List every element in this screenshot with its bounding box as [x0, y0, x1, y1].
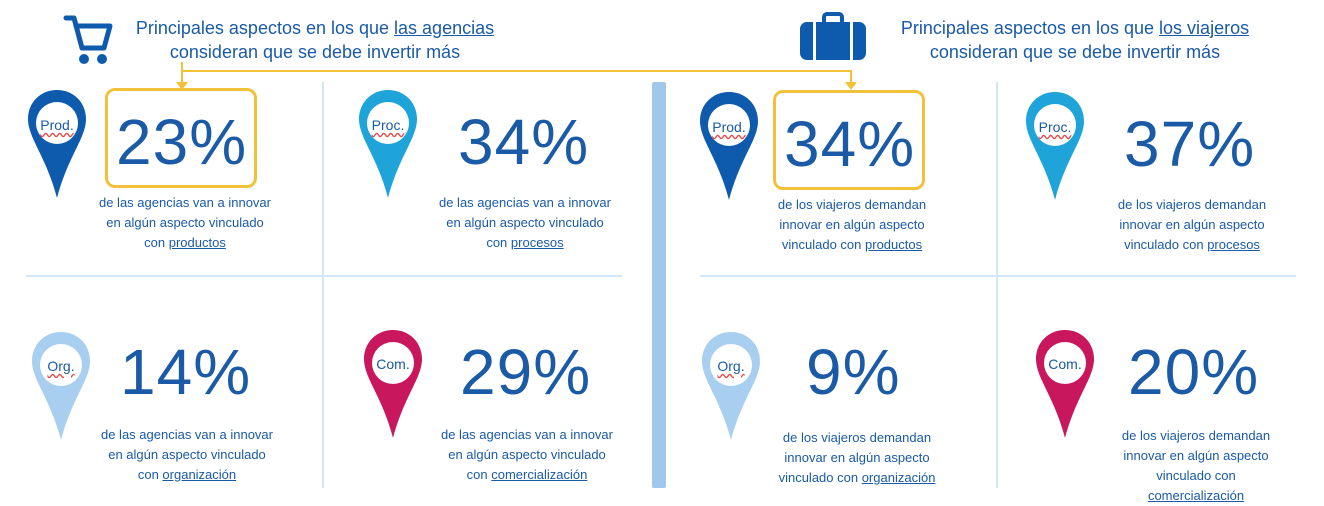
keyword-link[interactable]: comercialización	[491, 467, 587, 482]
percentage-value: 34%	[784, 112, 915, 176]
percentage-value: 9%	[806, 340, 901, 404]
percentage-value: 20%	[1128, 340, 1259, 404]
keyword-link[interactable]: procesos	[511, 235, 564, 250]
description: de las agencias van a innovar en algún a…	[410, 193, 640, 253]
right-header-link[interactable]: los viajeros	[1159, 18, 1249, 38]
right-divider-h	[700, 275, 1296, 277]
description: de los viajeros demandan innovar en algú…	[1077, 195, 1307, 255]
right-header: Principales aspectos en los que los viaj…	[880, 16, 1270, 64]
percentage-value: 29%	[460, 340, 591, 404]
keyword-link[interactable]: organización	[862, 470, 936, 485]
pin-label-com: Com.	[363, 356, 423, 372]
left-header-prefix: Principales aspectos en los que	[136, 18, 394, 38]
keyword-link[interactable]: productos	[865, 237, 922, 252]
percentage-value: 37%	[1124, 112, 1255, 176]
map-pin-icon	[26, 88, 88, 200]
suitcase-icon	[798, 12, 868, 62]
keyword-link[interactable]: productos	[169, 235, 226, 250]
right-header-line2: consideran que se debe invertir más	[880, 40, 1270, 64]
percentage-value: 23%	[116, 110, 247, 174]
description: de los viajeros demandan innovar en algú…	[737, 195, 967, 255]
left-divider-h	[26, 275, 622, 277]
map-pin-icon	[362, 328, 424, 440]
center-divider	[652, 82, 666, 488]
left-header-line2: consideran que se debe invertir más	[120, 40, 510, 64]
pin-label-proc: Proc.	[358, 117, 418, 133]
pin-label-proc: Proc.	[1025, 119, 1085, 135]
description: de las agencias van a innovar en algún a…	[412, 425, 642, 485]
pin-label-com: Com.	[1035, 356, 1095, 372]
pin-label-prod: Prod.	[27, 117, 87, 133]
description: de los viajeros demandan innovar en algú…	[1081, 426, 1311, 506]
pin-label-prod: Prod.	[699, 119, 759, 135]
keyword-link[interactable]: organización	[162, 467, 236, 482]
description: de las agencias van a innovar en algún a…	[72, 425, 302, 485]
connector-arrow-icon	[845, 82, 857, 90]
percentage-value: 14%	[120, 340, 251, 404]
shopping-cart-icon	[62, 12, 114, 68]
keyword-link[interactable]: procesos	[1207, 237, 1260, 252]
left-divider-v	[322, 82, 324, 488]
left-header: Principales aspectos en los que las agen…	[120, 16, 510, 64]
keyword-link[interactable]: comercialización	[1148, 488, 1244, 503]
right-header-prefix: Principales aspectos en los que	[901, 18, 1159, 38]
description: de las agencias van a innovar en algún a…	[70, 193, 300, 253]
map-pin-icon	[698, 90, 760, 202]
map-pin-icon	[357, 88, 419, 200]
map-pin-icon	[1034, 328, 1096, 440]
pin-label-org: Org.	[701, 358, 761, 374]
pin-label-org: Org.	[31, 358, 91, 374]
right-divider-v	[996, 82, 998, 488]
map-pin-icon	[1024, 90, 1086, 202]
left-header-link[interactable]: las agencias	[394, 18, 494, 38]
description: de los viajeros demandan innovar en algú…	[742, 428, 972, 488]
percentage-value: 34%	[458, 110, 589, 174]
map-pin-icon	[700, 330, 762, 442]
connector-line	[181, 70, 851, 72]
